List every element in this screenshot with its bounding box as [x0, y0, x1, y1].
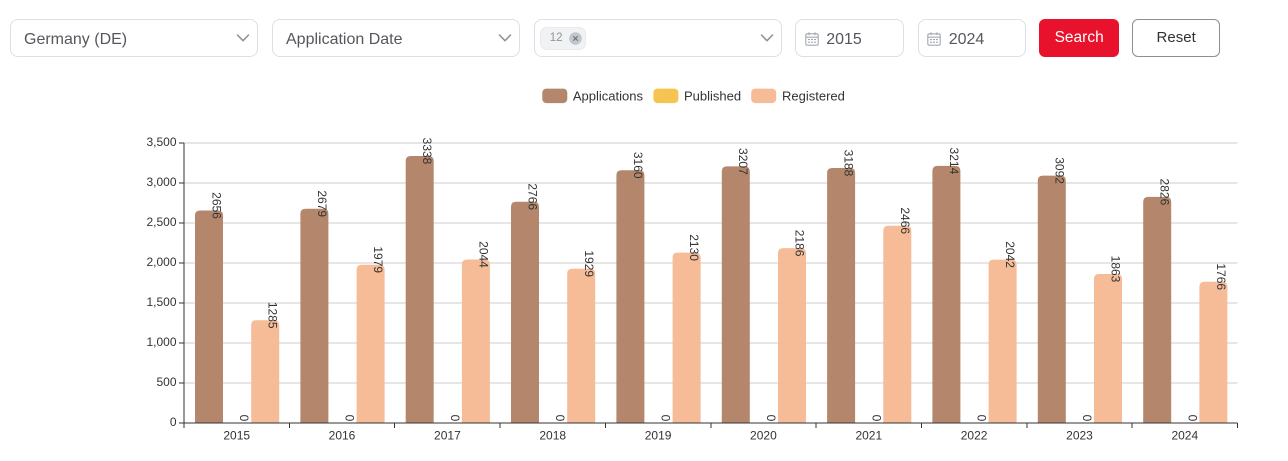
svg-text:2018: 2018 [539, 429, 566, 443]
svg-text:1929: 1929 [582, 250, 596, 277]
svg-text:0: 0 [170, 415, 177, 429]
svg-text:3214: 3214 [947, 148, 961, 175]
svg-text:2186: 2186 [793, 230, 807, 257]
svg-text:0: 0 [659, 415, 673, 422]
svg-text:3,000: 3,000 [146, 175, 176, 189]
svg-text:3,500: 3,500 [146, 135, 176, 149]
svg-text:1766: 1766 [1214, 263, 1228, 290]
svg-text:2015: 2015 [223, 429, 250, 443]
svg-text:2679: 2679 [315, 190, 329, 217]
svg-text:2042: 2042 [1003, 241, 1017, 268]
svg-text:1,000: 1,000 [146, 335, 176, 349]
svg-text:0: 0 [764, 415, 778, 422]
svg-text:2016: 2016 [329, 429, 356, 443]
svg-text:Published: Published [684, 89, 741, 104]
svg-text:2766: 2766 [526, 183, 540, 210]
svg-text:0: 0 [448, 415, 462, 422]
svg-text:2130: 2130 [687, 234, 701, 261]
svg-text:2466: 2466 [898, 207, 912, 234]
svg-text:3207: 3207 [736, 148, 750, 175]
svg-text:0: 0 [1185, 415, 1199, 422]
svg-text:0: 0 [1080, 415, 1094, 422]
svg-text:2024: 2024 [1171, 429, 1198, 443]
svg-text:3160: 3160 [631, 152, 645, 179]
svg-text:2022: 2022 [961, 429, 988, 443]
svg-text:3338: 3338 [420, 138, 434, 165]
svg-text:2,500: 2,500 [146, 215, 176, 229]
svg-text:0: 0 [869, 415, 883, 422]
svg-text:2020: 2020 [750, 429, 777, 443]
svg-text:0: 0 [975, 415, 989, 422]
svg-text:0: 0 [237, 415, 251, 422]
svg-text:2,000: 2,000 [146, 255, 176, 269]
svg-text:0: 0 [343, 415, 357, 422]
svg-text:2826: 2826 [1158, 179, 1172, 206]
svg-text:1,500: 1,500 [146, 295, 176, 309]
svg-text:1863: 1863 [1109, 256, 1123, 283]
svg-text:Registered: Registered [782, 89, 845, 104]
svg-text:Applications: Applications [573, 89, 644, 104]
svg-text:3092: 3092 [1052, 157, 1066, 184]
svg-text:2656: 2656 [210, 192, 224, 219]
svg-text:500: 500 [156, 375, 176, 389]
svg-text:3188: 3188 [842, 150, 856, 177]
svg-text:1285: 1285 [266, 302, 280, 329]
svg-text:2021: 2021 [855, 429, 882, 443]
svg-text:2019: 2019 [645, 429, 672, 443]
svg-text:0: 0 [553, 415, 567, 422]
svg-text:1979: 1979 [371, 246, 385, 273]
svg-text:2044: 2044 [476, 241, 490, 268]
svg-text:2017: 2017 [434, 429, 461, 443]
svg-text:2023: 2023 [1066, 429, 1093, 443]
